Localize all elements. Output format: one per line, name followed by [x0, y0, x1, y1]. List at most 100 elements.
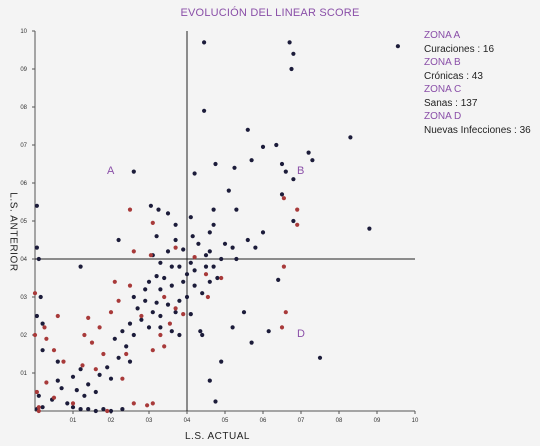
data-point-red [167, 321, 172, 326]
data-point-dark [34, 313, 40, 319]
data-point-dark [232, 165, 237, 170]
data-point-dark [86, 382, 91, 387]
data-point-red [279, 325, 285, 330]
data-point-dark [165, 302, 171, 307]
zone-label-b: B [297, 164, 305, 177]
data-points [32, 40, 400, 414]
data-point-dark [202, 40, 207, 45]
data-point-dark [211, 264, 216, 269]
data-point-dark [131, 332, 136, 338]
data-point-red [61, 359, 66, 364]
data-point-red [127, 207, 133, 212]
data-point-dark [108, 408, 114, 414]
data-point-dark [169, 283, 174, 288]
y-axis-label: L.S. ANTERIOR [7, 192, 19, 272]
axes [34, 31, 415, 412]
data-point-dark [173, 310, 178, 315]
data-point-dark [348, 135, 353, 140]
data-point-dark [131, 294, 136, 300]
data-point-dark [55, 378, 60, 383]
data-point-dark [158, 287, 163, 292]
tick-labels: 01 02 03 04 05 06 07 08 09 10 01 02 03 04 05 06 07 08 09 10 [20, 29, 419, 424]
data-point-dark [245, 127, 250, 132]
data-point-red [44, 380, 49, 385]
data-point-dark [158, 313, 163, 319]
data-point-dark [241, 310, 247, 315]
data-point-red [32, 291, 38, 296]
chart-title: EVOLUCIÓN DEL LINEAR SCORE [180, 7, 360, 19]
data-point-dark [395, 44, 400, 49]
data-point-dark [146, 279, 152, 284]
data-point-dark [40, 321, 45, 326]
data-point-dark [211, 207, 216, 212]
data-point-red [281, 264, 286, 269]
x-tick-label: 08 [336, 418, 343, 424]
data-point-dark [234, 256, 239, 262]
data-point-dark [55, 359, 60, 364]
legend-text-b: Crónicas : 43 [424, 70, 483, 82]
data-point-dark [234, 207, 239, 212]
data-point-dark [184, 272, 190, 277]
data-point-dark [207, 249, 212, 254]
data-point-red [86, 315, 91, 320]
data-point-red [145, 403, 150, 408]
data-point-dark [222, 241, 228, 246]
data-point-dark [276, 277, 281, 282]
y-tick-label: 05 [20, 219, 27, 225]
x-tick-label: 05 [222, 418, 229, 424]
data-point-dark [131, 169, 136, 174]
data-point-dark [215, 275, 220, 281]
data-point-red [162, 344, 167, 349]
data-point-dark [169, 329, 174, 334]
data-point-red [283, 310, 288, 315]
data-point-red [181, 312, 186, 317]
x-tick-label: 04 [184, 418, 191, 424]
data-point-dark [82, 393, 87, 398]
data-point-dark [198, 329, 203, 334]
data-point-red [295, 222, 300, 227]
x-tick-label: 09 [374, 418, 381, 424]
data-point-dark [219, 359, 224, 364]
data-point-dark [291, 51, 296, 56]
data-point-dark [146, 325, 152, 330]
legend-text-d: Nuevas Infecciones : 36 [424, 124, 531, 136]
data-point-dark [266, 329, 271, 334]
data-point-dark [181, 247, 186, 252]
data-point-red [162, 294, 167, 300]
data-point-red [127, 283, 133, 288]
data-point-dark [101, 407, 106, 412]
x-tick-label: 06 [260, 418, 267, 424]
data-point-dark [70, 374, 76, 379]
data-point-dark [127, 321, 133, 326]
data-point-dark [207, 230, 212, 235]
data-point-red [44, 336, 49, 341]
data-point-dark [200, 291, 205, 296]
data-point-red [120, 376, 125, 381]
data-point-dark [245, 237, 250, 243]
x-tick-label: 02 [108, 418, 115, 424]
data-point-dark [36, 393, 41, 398]
data-point-dark [279, 161, 285, 167]
data-point-dark [196, 241, 201, 246]
data-point-red [158, 332, 163, 338]
data-point-red [101, 351, 106, 357]
data-point-dark [177, 264, 182, 269]
data-point-dark [154, 274, 159, 279]
data-point-red [131, 401, 136, 406]
data-point-dark [154, 234, 159, 239]
data-point-red [205, 294, 210, 300]
data-point-red [97, 325, 102, 330]
data-point-red [34, 389, 40, 395]
data-point-dark [116, 355, 121, 360]
data-point-dark [289, 66, 294, 72]
data-point-red [70, 401, 76, 406]
data-point-dark [188, 312, 193, 317]
y-tick-label: 01 [20, 371, 27, 377]
quadrant-lines [35, 31, 415, 411]
y-tick-label: 06 [20, 181, 27, 187]
data-point-dark [165, 249, 171, 254]
data-point-dark [108, 376, 114, 381]
data-point-dark [190, 234, 195, 239]
data-point-dark [279, 192, 285, 197]
